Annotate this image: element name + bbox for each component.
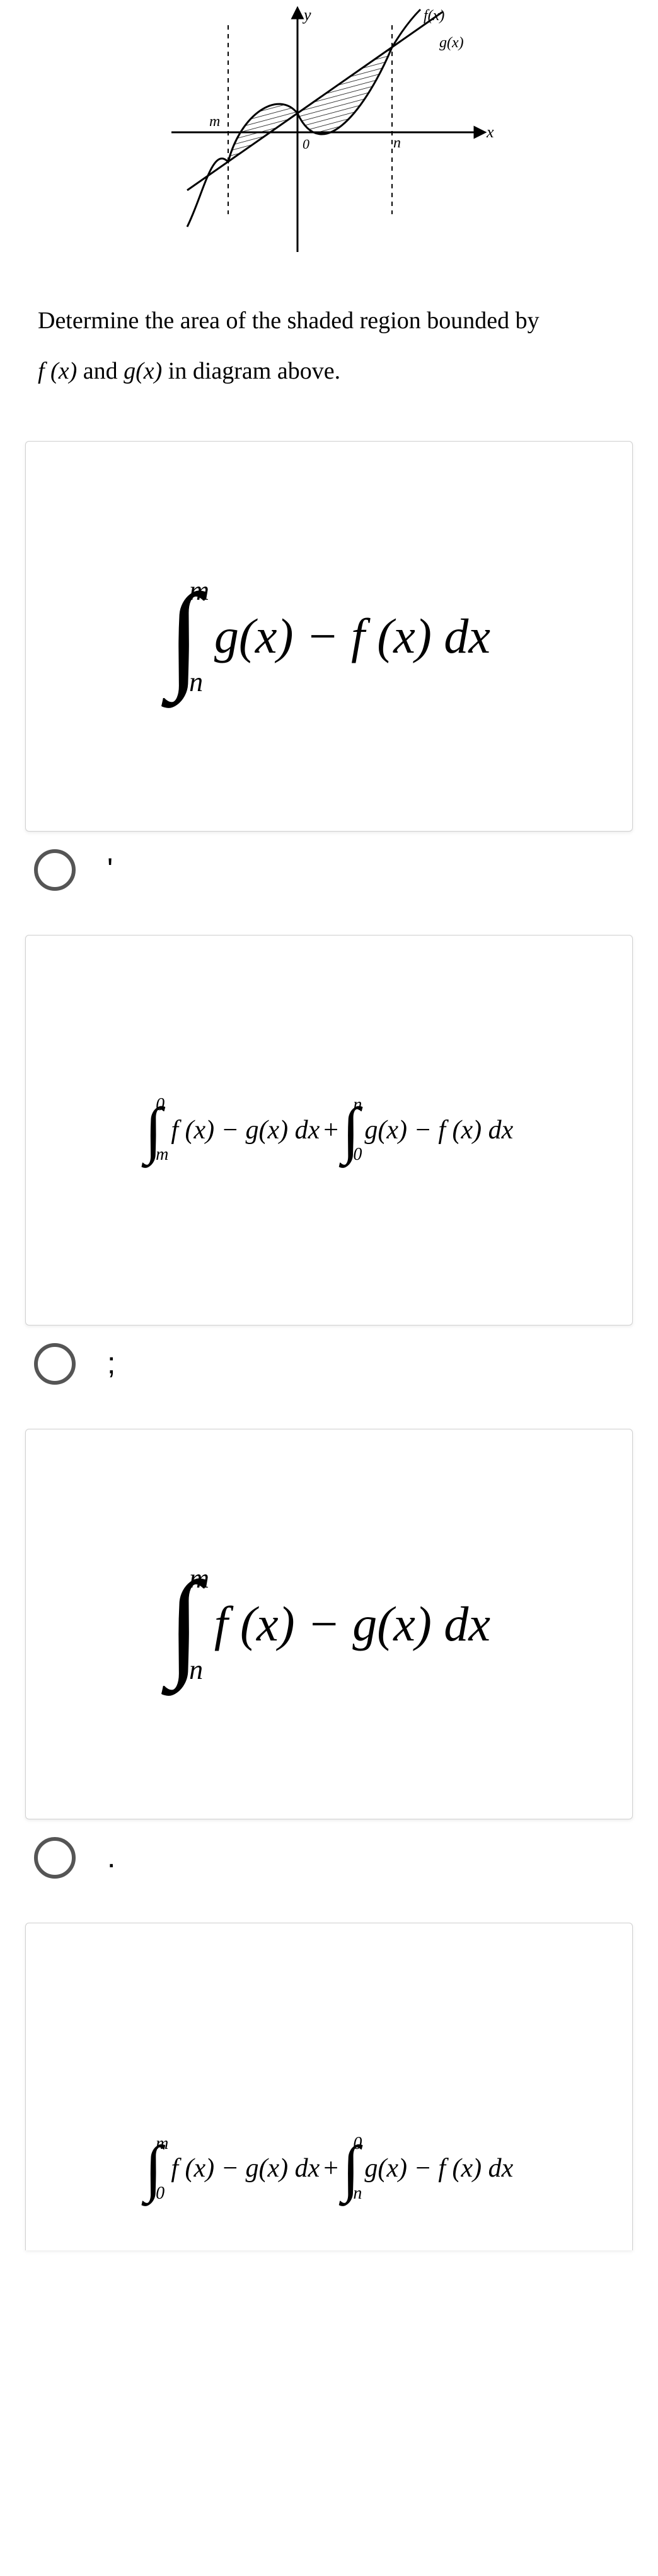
limits: m n	[189, 1567, 209, 1681]
radio-button[interactable]	[34, 1343, 76, 1385]
question-line1: Determine the area of the shaded region …	[38, 307, 540, 334]
limits: m n	[189, 580, 209, 693]
limits: 0 m	[156, 1100, 168, 1160]
label-origin: 0	[303, 136, 309, 152]
integrand: f (x) − g(x) dx	[214, 1596, 490, 1652]
label-gx: g(x)	[439, 35, 464, 51]
integral: ∫ n 0	[342, 1100, 364, 1160]
integral: ∫ 0 m	[145, 1100, 171, 1160]
option-row[interactable]: .	[0, 1831, 658, 1904]
lower-limit: 0	[156, 2184, 164, 2204]
diagram-svg: y x f(x) g(x) m n 0	[153, 6, 505, 277]
radio-button[interactable]	[34, 849, 76, 891]
question-mid: and	[77, 358, 124, 384]
label-fx: f(x)	[424, 8, 444, 24]
label-n: n	[393, 135, 401, 151]
formula: ∫ m 0 f (x) − g(x) dx + ∫ 0 n g(x) − f (…	[145, 2139, 514, 2199]
formula: ∫ m n g(x) − f (x) dx	[168, 580, 490, 693]
option-card: ∫ 0 m f (x) − g(x) dx + ∫ n 0 g(x) − f (…	[25, 935, 633, 1325]
question-tail: in diagram above.	[162, 358, 340, 384]
option-card: ∫ m n f (x) − g(x) dx	[25, 1429, 633, 1819]
question-fx: f (x)	[38, 358, 77, 384]
integrand: f (x) − g(x) dx	[171, 2153, 320, 2184]
upper-limit: n	[353, 1095, 362, 1115]
integral: ∫ m n	[168, 580, 214, 693]
label-m: m	[209, 113, 220, 130]
limits: m 0	[156, 2139, 168, 2199]
limits: 0 n	[353, 2139, 362, 2199]
option-card: ∫ m n g(x) − f (x) dx	[25, 441, 633, 832]
upper-limit: 0	[353, 2134, 362, 2154]
upper-limit: m	[189, 1562, 209, 1594]
option-row[interactable]: '	[0, 843, 658, 916]
plus-sign: +	[323, 2153, 338, 2184]
integral: ∫ m n	[168, 1567, 214, 1681]
integrand: g(x) − f (x) dx	[364, 2153, 513, 2184]
integrand: g(x) − f (x) dx	[214, 608, 490, 665]
diagram-container: y x f(x) g(x) m n 0	[0, 0, 658, 290]
page: y x f(x) g(x) m n 0 Determine the area o…	[0, 0, 658, 2250]
upper-limit: m	[189, 575, 209, 607]
option-marker: .	[107, 1840, 115, 1875]
lower-limit: n	[189, 666, 203, 698]
question-gx: g(x)	[124, 358, 162, 384]
formula: ∫ 0 m f (x) − g(x) dx + ∫ n 0 g(x) − f (…	[145, 1100, 514, 1160]
lower-limit: n	[353, 2184, 362, 2204]
question-text: Determine the area of the shaded region …	[0, 290, 658, 422]
label-y: y	[302, 6, 311, 24]
shade-lobe-right	[297, 47, 392, 134]
upper-limit: m	[156, 2134, 168, 2154]
integrand: f (x) − g(x) dx	[171, 1115, 320, 1145]
line-gx	[187, 12, 442, 190]
formula: ∫ m n f (x) − g(x) dx	[168, 1567, 490, 1681]
integral: ∫ 0 n	[342, 2139, 364, 2199]
plus-sign: +	[323, 1115, 338, 1145]
option-marker: ;	[107, 1346, 115, 1381]
option-marker: '	[107, 852, 113, 887]
integrand: g(x) − f (x) dx	[364, 1115, 513, 1145]
radio-button[interactable]	[34, 1837, 76, 1879]
integral: ∫ m 0	[145, 2139, 171, 2199]
lower-limit: n	[189, 1654, 203, 1686]
label-x: x	[486, 123, 494, 141]
limits: n 0	[353, 1100, 362, 1160]
lower-limit: 0	[353, 1145, 362, 1165]
upper-limit: 0	[156, 1095, 164, 1115]
option-card: ∫ m 0 f (x) − g(x) dx + ∫ 0 n g(x) − f (…	[25, 1923, 633, 2250]
option-row[interactable]: ;	[0, 1337, 658, 1410]
lower-limit: m	[156, 1145, 168, 1165]
